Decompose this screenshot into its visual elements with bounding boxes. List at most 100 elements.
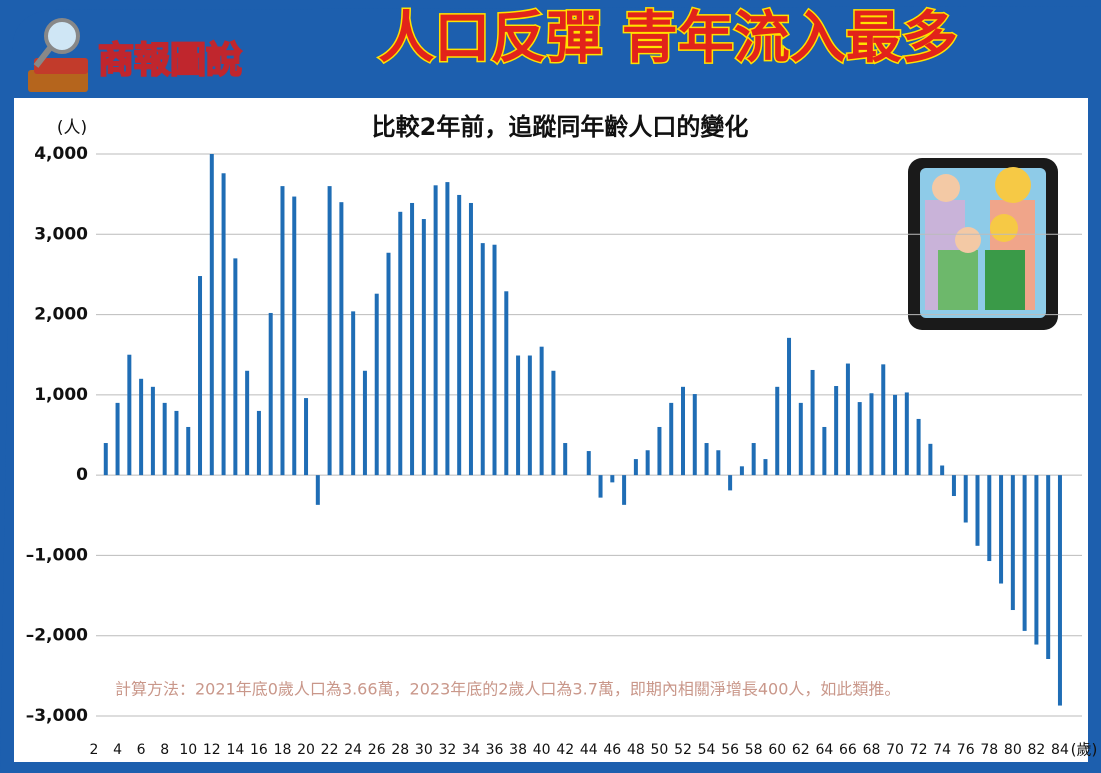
bar — [174, 411, 178, 475]
bar — [493, 245, 497, 475]
bar — [669, 403, 673, 475]
bar — [139, 379, 143, 475]
bar — [1023, 475, 1027, 631]
bar — [398, 212, 402, 475]
bar — [504, 291, 508, 475]
x-tick-label: 46 — [603, 742, 621, 758]
x-tick-label: 70 — [886, 742, 904, 758]
x-tick-label: 36 — [486, 742, 504, 758]
x-tick-label: 84 — [1051, 742, 1069, 758]
bar — [928, 444, 932, 475]
badge: 商報圖說 — [98, 40, 242, 81]
x-tick-label: 56 — [721, 742, 739, 758]
bar — [198, 276, 202, 475]
x-tick-label: 66 — [839, 742, 857, 758]
bar — [811, 370, 815, 475]
bar — [893, 395, 897, 475]
bar — [740, 466, 744, 475]
bar — [257, 411, 261, 475]
x-tick-label: 80 — [1004, 742, 1022, 758]
bar — [469, 203, 473, 475]
bar — [551, 371, 555, 475]
x-tick-label: 12 — [203, 742, 221, 758]
x-axis-label: (歲) — [1071, 741, 1098, 759]
bar — [716, 450, 720, 475]
bar — [728, 475, 732, 490]
bar — [846, 364, 850, 476]
bar — [280, 186, 284, 475]
y-tick-label: –3,000 — [26, 706, 88, 726]
bar — [210, 154, 214, 475]
chart-title: 比較2年前，追蹤同年齡人口的變化 — [372, 113, 749, 141]
bar — [104, 443, 108, 475]
family-illustration — [908, 158, 1058, 330]
bar — [987, 475, 991, 561]
bar — [445, 182, 449, 475]
note: 計算方法：2021年底0歲人口為3.66萬，2023年底的2歲人口為3.7萬，即… — [115, 680, 900, 699]
bar — [952, 475, 956, 496]
x-tick-label: 40 — [533, 742, 551, 758]
x-tick-label: 22 — [321, 742, 339, 758]
y-tick-label: 0 — [76, 465, 88, 485]
x-tick-label: 34 — [462, 742, 480, 758]
x-tick-label: 78 — [980, 742, 998, 758]
x-tick-label: 32 — [438, 742, 456, 758]
bar — [528, 356, 532, 476]
bar — [563, 443, 567, 475]
bar — [116, 403, 120, 475]
x-tick-label: 10 — [179, 742, 197, 758]
x-tick-label: 62 — [792, 742, 810, 758]
bar — [410, 203, 414, 475]
bar — [917, 419, 921, 475]
bar — [869, 393, 873, 475]
x-tick-label: 52 — [674, 742, 692, 758]
bar — [1046, 475, 1050, 659]
bar — [363, 371, 367, 475]
x-tick-label: 2 — [90, 742, 99, 758]
bar — [375, 294, 379, 475]
bar — [940, 466, 944, 476]
bar — [269, 313, 273, 475]
bar — [763, 459, 767, 475]
bar — [610, 475, 614, 482]
x-tick-label: 76 — [957, 742, 975, 758]
bar — [622, 475, 626, 505]
x-tick-label: 24 — [344, 742, 362, 758]
bar — [999, 475, 1003, 583]
bar — [964, 475, 968, 522]
bar — [693, 394, 697, 475]
y-tick-label: 3,000 — [34, 224, 88, 244]
x-tick-label: 54 — [698, 742, 716, 758]
bar — [634, 459, 638, 475]
bar — [186, 427, 190, 475]
x-tick-label: 58 — [745, 742, 763, 758]
bar — [905, 392, 909, 475]
x-tick-label: 30 — [415, 742, 433, 758]
bar — [339, 202, 343, 475]
bar — [587, 451, 591, 475]
bar — [822, 427, 826, 475]
x-tick-label: 20 — [297, 742, 315, 758]
x-tick-label: 50 — [651, 742, 669, 758]
bar — [222, 173, 226, 475]
chart: 商報圖說 人口反彈 青年流入最多 比較2年前，追蹤同年齡人口的變化 (人) (歲… — [0, 0, 1101, 773]
bar — [351, 311, 355, 475]
bar — [233, 258, 237, 475]
bar — [163, 403, 167, 475]
bar — [657, 427, 661, 475]
y-tick-label: –2,000 — [26, 626, 88, 646]
y-tick-label: 4,000 — [34, 144, 88, 164]
y-axis-label: (人) — [57, 118, 87, 138]
y-tick-label: –1,000 — [26, 545, 88, 565]
bar — [775, 387, 779, 475]
bar — [422, 219, 426, 475]
x-tick-label: 38 — [509, 742, 527, 758]
bar — [127, 355, 131, 475]
bar — [328, 186, 332, 475]
bar — [976, 475, 980, 546]
x-tick-label: 48 — [627, 742, 645, 758]
bar — [1011, 475, 1015, 610]
bar — [881, 364, 885, 475]
bar — [599, 475, 603, 497]
bar — [516, 356, 520, 476]
